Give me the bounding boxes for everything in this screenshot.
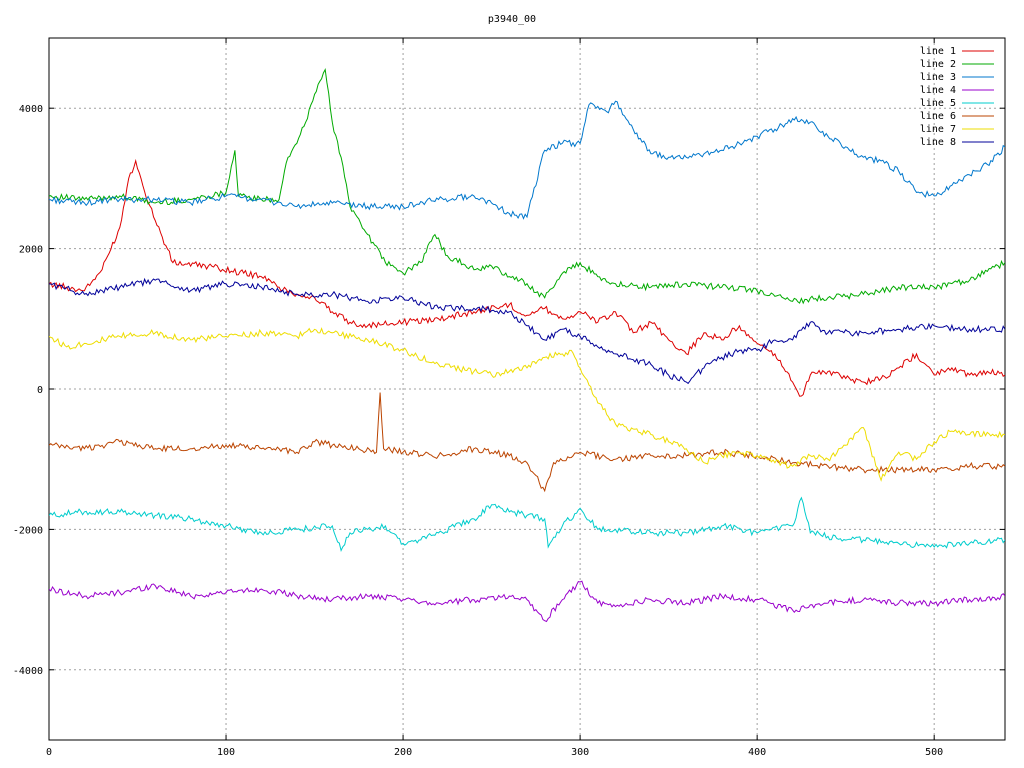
x-tick-label: 400: [748, 747, 766, 758]
legend-label: line 4: [920, 85, 956, 96]
series-line-1: [49, 158, 1005, 397]
series-line-8: [49, 277, 1005, 385]
legend-label: line 2: [920, 59, 956, 70]
x-tick-label: 300: [571, 747, 589, 758]
series-line-7: [49, 327, 1005, 482]
series-line-4: [49, 580, 1005, 623]
legend-label: line 1: [920, 46, 956, 57]
x-tick-label: 100: [217, 747, 235, 758]
series-line-6: [49, 392, 1005, 493]
chart-title: p3940_00: [488, 14, 536, 25]
plot-frame: [48, 37, 1006, 741]
series-line-5: [49, 496, 1005, 552]
legend-label: line 3: [920, 72, 956, 83]
x-tick-label: 500: [925, 747, 943, 758]
legend-label: line 7: [920, 124, 956, 135]
legend-label: line 8: [920, 137, 956, 148]
legend-label: line 6: [920, 111, 956, 122]
grid: [49, 38, 1005, 740]
axes: 0 100 200 300 400 500 -4000 -2000 0 2000 4000: [13, 37, 1006, 758]
y-tick-label: 2000: [19, 245, 43, 256]
legend-label: line 5: [920, 98, 956, 109]
x-tick-label: 0: [46, 747, 52, 758]
y-tick-label: 4000: [19, 104, 43, 115]
y-tick-label: 0: [37, 385, 43, 396]
series-line-3: [49, 100, 1005, 220]
y-tick-label: -4000: [13, 666, 43, 677]
series-lines: [49, 67, 1005, 623]
legend: line 1 line 2 line 3 line 4 line 5 line 6 line…: [920, 46, 994, 148]
y-tick-label: -2000: [13, 525, 43, 536]
x-tick-label: 200: [394, 747, 412, 758]
